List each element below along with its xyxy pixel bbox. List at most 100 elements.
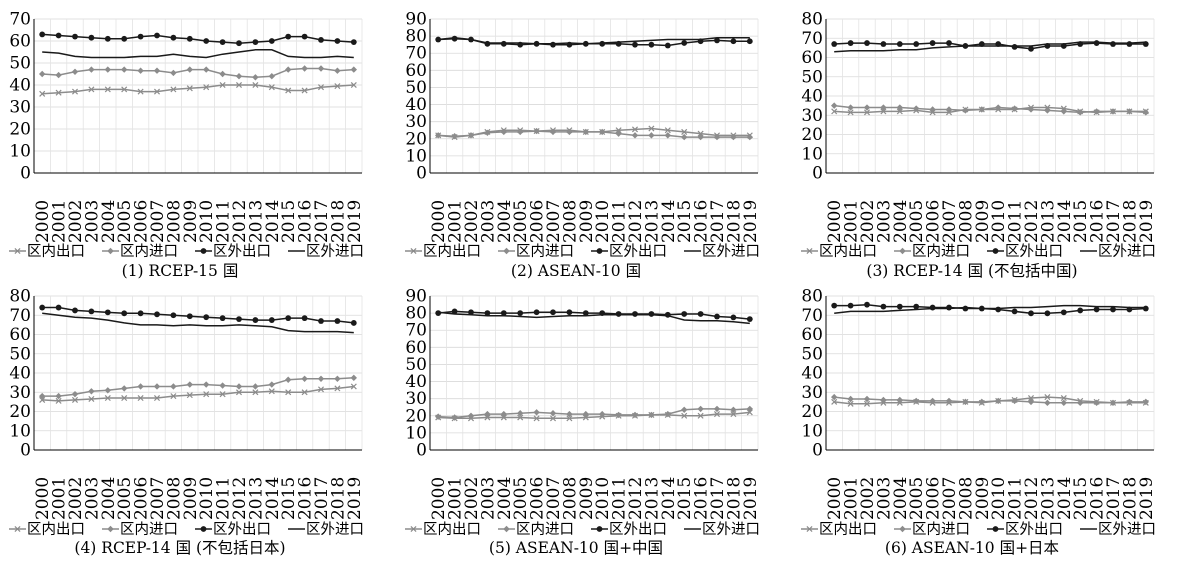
series-line (438, 411, 750, 420)
data-point (467, 412, 475, 419)
x-tick-label: 2012 (1022, 200, 1042, 243)
chart-panel-2: 0102030405060708090200020012002200320042… (405, 10, 761, 280)
data-point (121, 395, 128, 402)
data-point (484, 129, 491, 136)
data-point (1110, 41, 1116, 47)
x-tick-label: 2018 (1120, 477, 1140, 520)
series-区内进口 (39, 65, 357, 81)
data-point (39, 396, 46, 403)
data-point (121, 35, 128, 42)
data-point (913, 41, 920, 47)
y-tick-label: 20 (9, 120, 31, 140)
x-tick-label: 2013 (246, 200, 266, 243)
y-tick-label: 60 (9, 325, 31, 345)
data-point (153, 395, 161, 402)
legend-label: 区外出口 (1005, 243, 1063, 260)
data-point (88, 308, 95, 315)
legend-marker (596, 248, 603, 254)
data-point (88, 86, 95, 93)
data-point (285, 315, 292, 322)
x-tick-label: 2008 (956, 477, 976, 520)
x-tick-label: 2010 (593, 200, 613, 243)
data-point (285, 33, 292, 40)
data-point (301, 375, 308, 382)
legend: 区内出口 区内进口 区外出口 区外进口 (9, 521, 364, 538)
data-point (730, 406, 737, 413)
data-point (55, 89, 62, 96)
x-tick-label: 2002 (462, 200, 482, 243)
data-point (484, 410, 491, 418)
data-point (350, 39, 357, 45)
x-tick-label: 2011 (1006, 200, 1026, 243)
x-tick-label: 2015 (279, 200, 299, 243)
x-tick-label: 2001 (446, 200, 466, 243)
y-tick-label: 20 (801, 402, 823, 422)
x-tick-label: 2002 (858, 477, 878, 520)
data-point (714, 37, 720, 44)
legend-marker (899, 525, 906, 533)
legend-label: 区外出口 (213, 243, 271, 260)
x-tick-label: 2019 (345, 200, 365, 243)
data-point (334, 385, 341, 392)
legend-item: 区内进口 (894, 521, 970, 538)
data-point (831, 302, 838, 309)
data-point (88, 34, 95, 41)
legend-marker (806, 525, 813, 533)
data-point (831, 102, 838, 109)
chart-caption: (5) ASEAN-10 国+中国 (489, 539, 663, 557)
data-point (500, 40, 507, 47)
data-point (697, 412, 704, 419)
data-point (268, 38, 275, 44)
series-区外进口 (834, 41, 1146, 53)
data-point (913, 105, 920, 112)
series-区外进口 (834, 304, 1146, 315)
data-point (435, 310, 442, 317)
series-区内进口 (831, 393, 1149, 407)
chart-caption: (3) RCEP-14 国 (不包括中国) (866, 262, 1077, 280)
legend-item: 区外进口 (288, 521, 364, 538)
x-tick-label: 2019 (741, 200, 761, 243)
data-point (746, 405, 753, 413)
y-tick-label: 90 (405, 287, 427, 307)
data-point (154, 32, 160, 39)
chart-caption: (1) RCEP-15 国 (122, 262, 239, 280)
data-point (566, 410, 573, 418)
data-point (154, 311, 160, 318)
x-tick-label: 2004 (891, 477, 911, 520)
data-point (500, 414, 507, 421)
y-tick-label: 70 (9, 306, 31, 326)
data-point (104, 35, 111, 42)
data-point (268, 388, 275, 395)
series-区外出口 (435, 308, 753, 322)
data-point (681, 133, 688, 141)
y-tick-label: 50 (9, 344, 31, 364)
data-point (39, 304, 46, 311)
x-tick-label: 2019 (345, 477, 365, 520)
data-point (664, 132, 671, 139)
data-point (39, 392, 46, 400)
chart-caption: (2) ASEAN-10 国 (511, 262, 641, 280)
x-tick-label: 2002 (66, 200, 86, 243)
x-tick-label: 2011 (610, 477, 630, 520)
data-point (913, 303, 920, 310)
data-point (203, 391, 210, 398)
x-tick-label: 2003 (874, 477, 894, 520)
data-point (1060, 399, 1067, 407)
y-tick-label: 30 (801, 106, 823, 126)
data-point (978, 398, 985, 406)
series-区外出口 (39, 31, 357, 47)
data-point (863, 109, 871, 116)
data-point (697, 133, 704, 141)
data-point (71, 68, 79, 75)
legend: 区内出口 区内进口 区外出口 区外进口 (405, 243, 760, 260)
data-point (285, 376, 292, 383)
data-point (730, 133, 737, 141)
data-point (896, 303, 903, 310)
x-tick-label: 2008 (560, 477, 580, 520)
data-point (268, 317, 275, 323)
y-tick-label: 40 (405, 95, 427, 115)
data-point (1044, 394, 1051, 401)
y-tick-label: 70 (801, 29, 823, 49)
x-tick-label: 2016 (692, 200, 712, 243)
data-point (435, 132, 442, 139)
